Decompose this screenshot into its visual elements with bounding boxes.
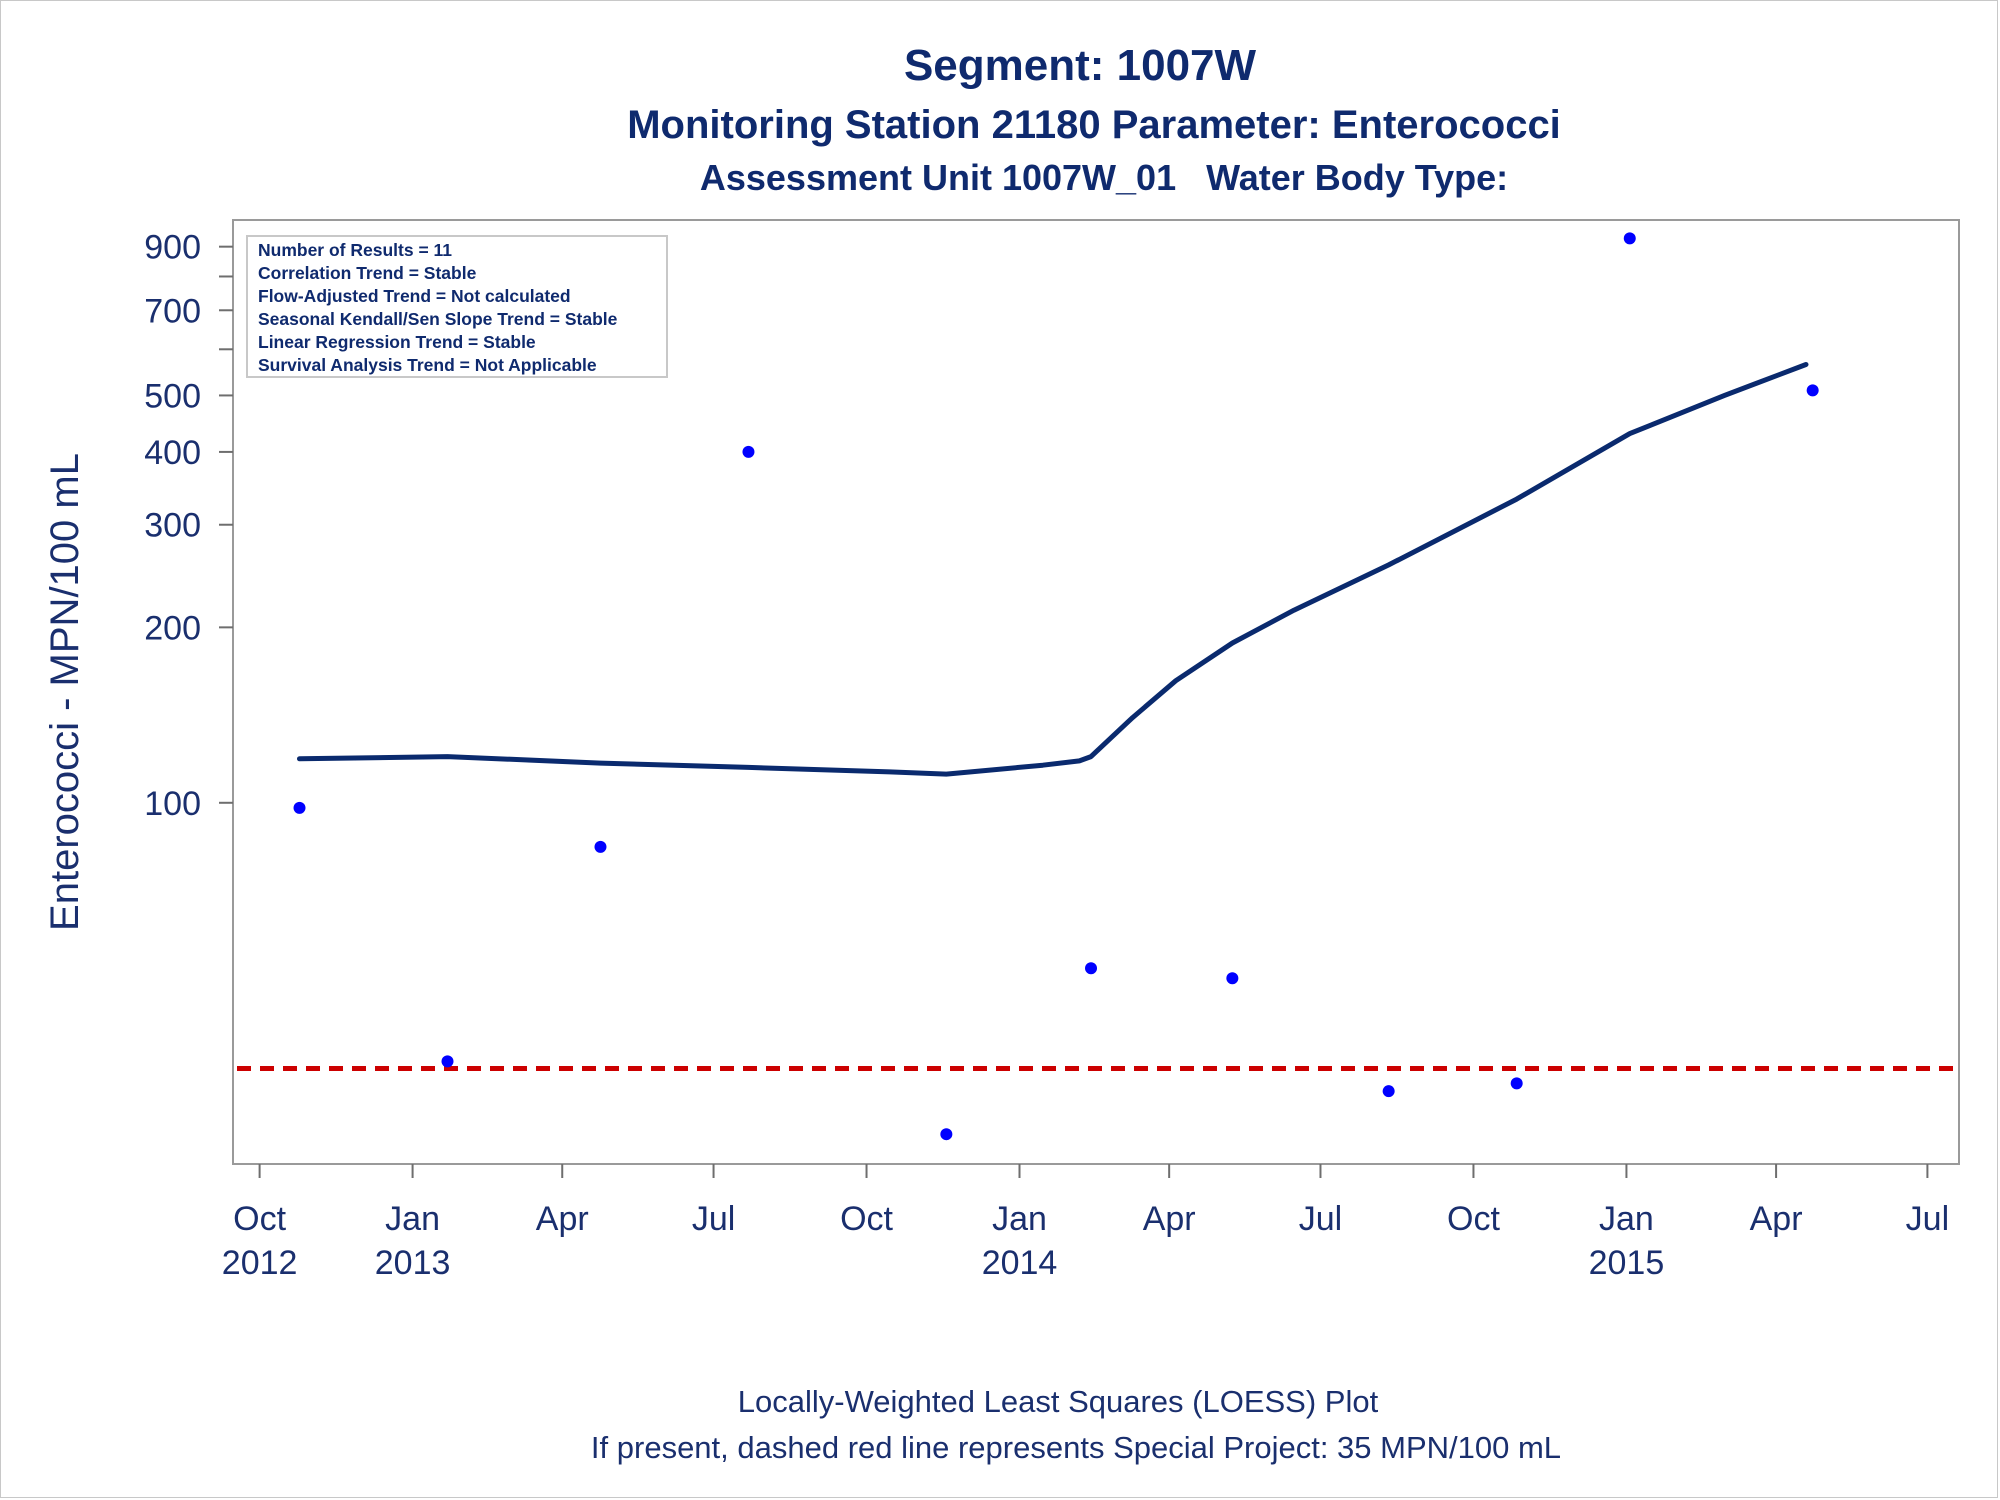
chart-subtitle-2: Assessment Unit 1007W_01 Water Body Type… [700,157,1508,198]
data-point [1382,1085,1395,1098]
data-point [1226,972,1239,985]
y-tick-label: 900 [144,229,201,267]
info-line: Linear Regression Trend = Stable [258,332,536,352]
footnote-1: Locally-Weighted Least Squares (LOESS) P… [738,1384,1379,1419]
data-point [742,445,755,458]
plot-area [232,219,1960,1165]
footnote-2: If present, dashed red line represents S… [591,1430,1561,1465]
y-tick-label: 300 [144,507,201,545]
info-line: Survival Analysis Trend = Not Applicable [258,355,597,375]
x-tick-label: Jan [1599,1200,1654,1238]
x-tick-label: Oct [840,1200,893,1238]
data-point [1510,1077,1523,1090]
info-line: Seasonal Kendall/Sen Slope Trend = Stabl… [258,309,618,329]
x-tick-year-label: 2013 [375,1244,451,1282]
y-tick-label: 400 [144,434,201,472]
data-point [1085,962,1098,975]
y-tick-label: 200 [144,609,201,647]
y-axis: 100 200 300 400 500 700 900 [144,229,233,823]
info-box: Number of Results = 11 Correlation Trend… [246,235,668,378]
data-points [293,232,1819,1141]
info-line: Flow-Adjusted Trend = Not calculated [258,286,571,306]
data-point [441,1055,454,1068]
data-point [293,801,306,814]
y-tick-label: 100 [144,785,201,823]
info-line: Number of Results = 11 [258,240,452,260]
x-tick-label: Jul [1299,1200,1342,1238]
x-tick-label: Oct [233,1200,286,1238]
x-tick-label: Oct [1447,1200,1500,1238]
x-tick-year-label: 2015 [1589,1244,1665,1282]
x-tick-year-label: 2012 [222,1244,298,1282]
x-tick-label: Apr [1143,1200,1196,1238]
chart-subtitle: Monitoring Station 21180 Parameter: Ente… [627,103,1561,147]
y-tick-label: 500 [144,377,201,415]
x-tick-label: Apr [536,1200,589,1238]
data-point [1806,384,1819,397]
x-tick-year-label: 2014 [982,1244,1058,1282]
y-tick-label: 700 [144,292,201,330]
data-point [1623,232,1636,245]
x-tick-label: Jan [992,1200,1047,1238]
x-tick-label: Apr [1750,1200,1803,1238]
x-tick-label: Jan [385,1200,440,1238]
x-tick-label: Jul [1906,1200,1949,1238]
loess-line [297,362,1809,777]
chart-title: Segment: 1007W [904,41,1257,90]
info-box-frame [246,235,668,378]
info-line: Correlation Trend = Stable [258,263,477,283]
data-point [940,1128,953,1141]
x-axis: Oct 2012 Jan 2013 Apr Jul Oct Jan 2014 Apr Jul Oct J… [222,1164,1949,1282]
data-point [594,840,607,853]
x-tick-label: Jul [692,1200,735,1238]
y-axis-label: Enterococci - MPN/100 mL [43,453,87,931]
